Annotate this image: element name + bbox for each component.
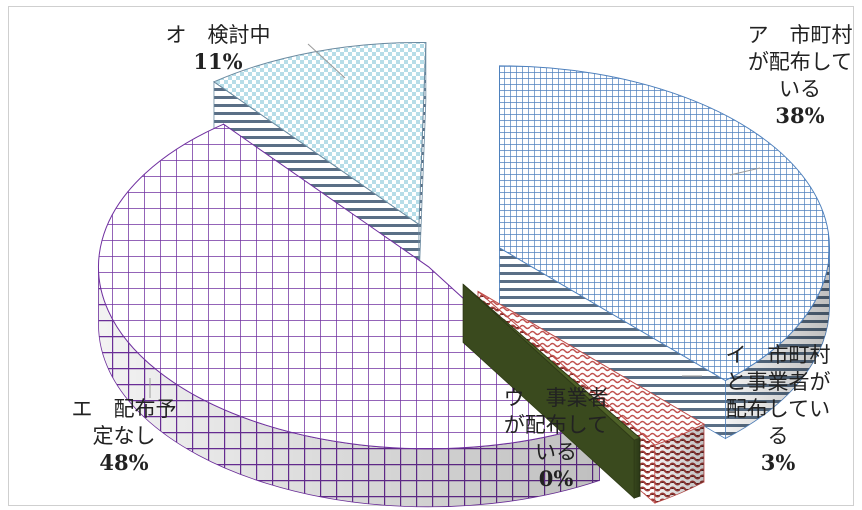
label-line: 定なし — [93, 424, 156, 448]
label-line: る — [768, 424, 789, 448]
label-line: 配布してい — [726, 397, 830, 421]
slice-a-municipality — [499, 65, 830, 440]
value-label: 11% — [193, 49, 242, 74]
slice-u-business — [462, 283, 641, 500]
label-line: が配布して — [748, 50, 852, 74]
label-line: エ 配布予 — [72, 397, 177, 421]
value-label: 3% — [761, 450, 796, 475]
label-line: オ 検討中 — [166, 23, 271, 47]
label-line: いる — [535, 440, 577, 464]
label-line: ア 市町村 — [748, 23, 853, 47]
label-line: ウ 事業者 — [504, 386, 609, 410]
label-line: イ 市町村 — [726, 343, 831, 367]
label-line: が配布して — [504, 413, 608, 437]
value-label: 48% — [99, 450, 148, 475]
label-line: と事業者が — [726, 370, 831, 394]
label-line: いる — [779, 77, 821, 101]
value-label: 38% — [775, 103, 824, 128]
value-label: 0% — [539, 466, 574, 491]
